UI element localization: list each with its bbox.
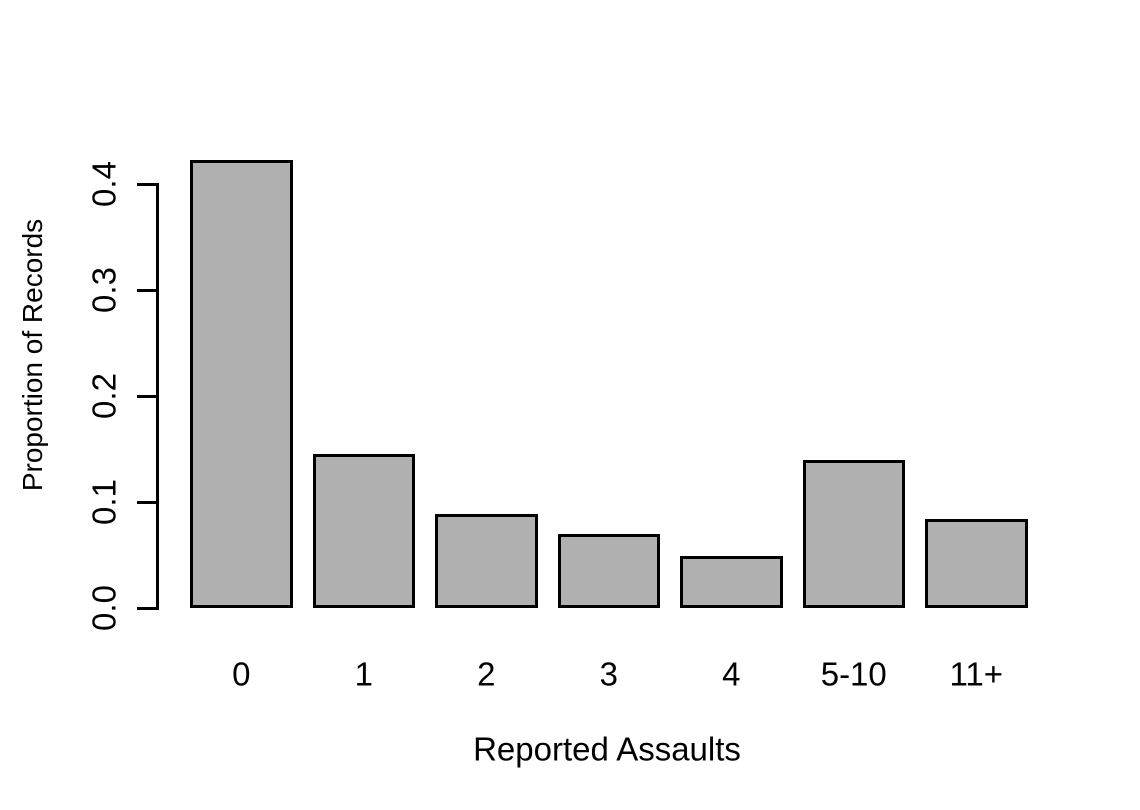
- y-tick-label: 0.0: [85, 585, 123, 631]
- y-tick-label: 0.4: [85, 161, 123, 207]
- bar-5-10: [802, 459, 905, 608]
- y-tick-label: 0.2: [85, 373, 123, 419]
- x-tick-label: 11+: [949, 655, 1004, 693]
- y-axis-tick: [137, 606, 157, 610]
- y-tick-label: 0.3: [85, 267, 123, 313]
- y-axis-tick: [137, 288, 157, 292]
- y-axis-title: Proportion of Records: [17, 218, 48, 492]
- y-axis-tick: [137, 500, 157, 504]
- y-axis-tick: [137, 394, 157, 398]
- bar-3: [557, 533, 660, 608]
- x-tick-label: 1: [354, 655, 373, 693]
- x-tick-label: 5-10: [820, 655, 887, 693]
- x-tick-label: 4: [722, 655, 741, 693]
- y-axis-tick: [137, 182, 157, 186]
- x-tick-label: 3: [599, 655, 618, 693]
- y-axis-line: [155, 182, 159, 610]
- y-tick-label: 0.1: [85, 479, 123, 525]
- bar-2: [435, 513, 538, 608]
- bar-4: [680, 556, 783, 608]
- x-tick-label: 0: [232, 655, 251, 693]
- bar-11+: [925, 518, 1028, 608]
- x-axis-title: Reported Assaults: [473, 730, 741, 768]
- x-tick-label: 2: [477, 655, 496, 693]
- bar-1: [312, 454, 415, 608]
- bar-0: [190, 159, 293, 608]
